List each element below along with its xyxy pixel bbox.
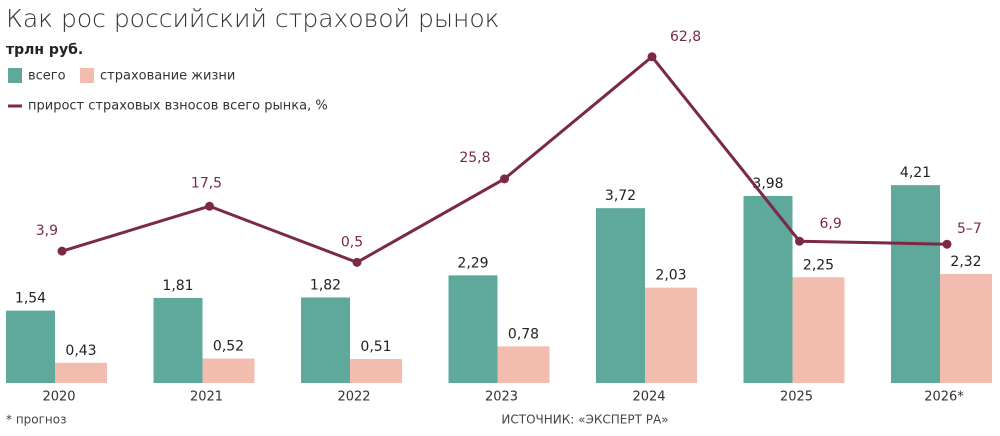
- data-label: 3,98: [752, 176, 783, 192]
- data-label: 1,54: [15, 291, 46, 307]
- legend-swatch: [80, 68, 94, 83]
- legend-label: всего: [28, 69, 66, 84]
- legend-swatch: [8, 68, 22, 83]
- line-point: [205, 201, 214, 211]
- line-point: [795, 236, 804, 246]
- data-label: 0,78: [508, 326, 539, 342]
- data-label: 6,9: [820, 216, 842, 232]
- bar: [596, 208, 645, 383]
- bar: [153, 297, 203, 383]
- data-label: 1,81: [162, 278, 193, 294]
- line-point: [942, 239, 952, 249]
- bar: [6, 310, 55, 383]
- data-label: 4,21: [900, 165, 931, 181]
- bar: [55, 362, 107, 383]
- x-tick-label: 2023: [485, 390, 518, 405]
- line-point: [352, 257, 362, 267]
- data-label: 0,43: [65, 343, 96, 359]
- legend-label: страхование жизни: [100, 69, 235, 84]
- bar: [891, 185, 940, 383]
- data-label: 2,25: [803, 257, 834, 273]
- data-label: 2,29: [457, 255, 488, 271]
- data-label: 0,52: [213, 339, 244, 355]
- bar: [202, 358, 255, 383]
- chart-subtitle: трлн руб.: [6, 42, 83, 58]
- footnote: * прогноз: [6, 413, 67, 427]
- data-label: 62,8: [670, 29, 701, 45]
- x-tick-label: 2020: [42, 390, 75, 405]
- x-tick-label: 2026*: [924, 390, 964, 405]
- data-label: 1,82: [310, 277, 341, 293]
- line: [61, 54, 948, 265]
- bar: [350, 359, 402, 383]
- source: ИСТОЧНИК: «ЭКСПЕРТ РА»: [501, 413, 668, 427]
- bar: [743, 195, 793, 383]
- data-label: 3,72: [605, 188, 636, 204]
- data-label: 0,5: [341, 234, 363, 250]
- x-tick-label: 2024: [632, 390, 665, 405]
- data-label: 5–7: [957, 221, 982, 237]
- x-tick-label: 2022: [337, 390, 370, 405]
- bar: [792, 277, 845, 383]
- bar: [448, 275, 498, 383]
- line-point: [647, 52, 657, 62]
- legend-label: прирост страховых взносов всего рынка, %: [28, 99, 328, 114]
- line-point: [500, 174, 509, 184]
- x-tick-label: 2025: [780, 390, 813, 405]
- x-tick-label: 2021: [190, 390, 223, 405]
- line-point: [57, 246, 67, 256]
- data-label: 2,32: [950, 254, 981, 270]
- data-label: 2,03: [655, 268, 686, 284]
- data-label: 25,8: [459, 150, 490, 166]
- bar: [301, 297, 350, 383]
- data-label: 0,51: [360, 339, 391, 355]
- data-label: 17,5: [191, 175, 222, 191]
- bar: [497, 346, 550, 383]
- chart-title: Как рос российский страховой рынок: [6, 4, 499, 33]
- bar: [940, 273, 992, 383]
- data-label: 3,9: [36, 223, 58, 239]
- bar: [645, 287, 697, 383]
